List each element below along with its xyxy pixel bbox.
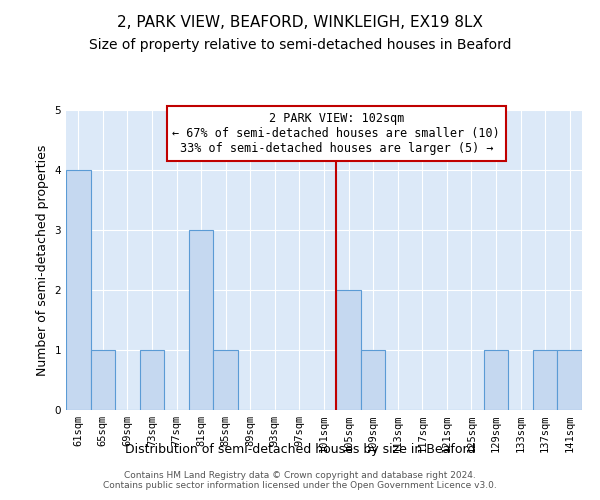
- Text: 2 PARK VIEW: 102sqm
← 67% of semi-detached houses are smaller (10)
33% of semi-d: 2 PARK VIEW: 102sqm ← 67% of semi-detach…: [172, 112, 500, 155]
- Bar: [361, 350, 385, 410]
- Text: Size of property relative to semi-detached houses in Beaford: Size of property relative to semi-detach…: [89, 38, 511, 52]
- Bar: [91, 350, 115, 410]
- Text: 2, PARK VIEW, BEAFORD, WINKLEIGH, EX19 8LX: 2, PARK VIEW, BEAFORD, WINKLEIGH, EX19 8…: [117, 15, 483, 30]
- Bar: [484, 350, 508, 410]
- Text: Distribution of semi-detached houses by size in Beaford: Distribution of semi-detached houses by …: [125, 442, 475, 456]
- Bar: [557, 350, 582, 410]
- Bar: [189, 230, 214, 410]
- Bar: [533, 350, 557, 410]
- Bar: [66, 170, 91, 410]
- Bar: [140, 350, 164, 410]
- Bar: [214, 350, 238, 410]
- Bar: [336, 290, 361, 410]
- Y-axis label: Number of semi-detached properties: Number of semi-detached properties: [36, 144, 49, 376]
- Text: Contains HM Land Registry data © Crown copyright and database right 2024.
Contai: Contains HM Land Registry data © Crown c…: [103, 470, 497, 490]
